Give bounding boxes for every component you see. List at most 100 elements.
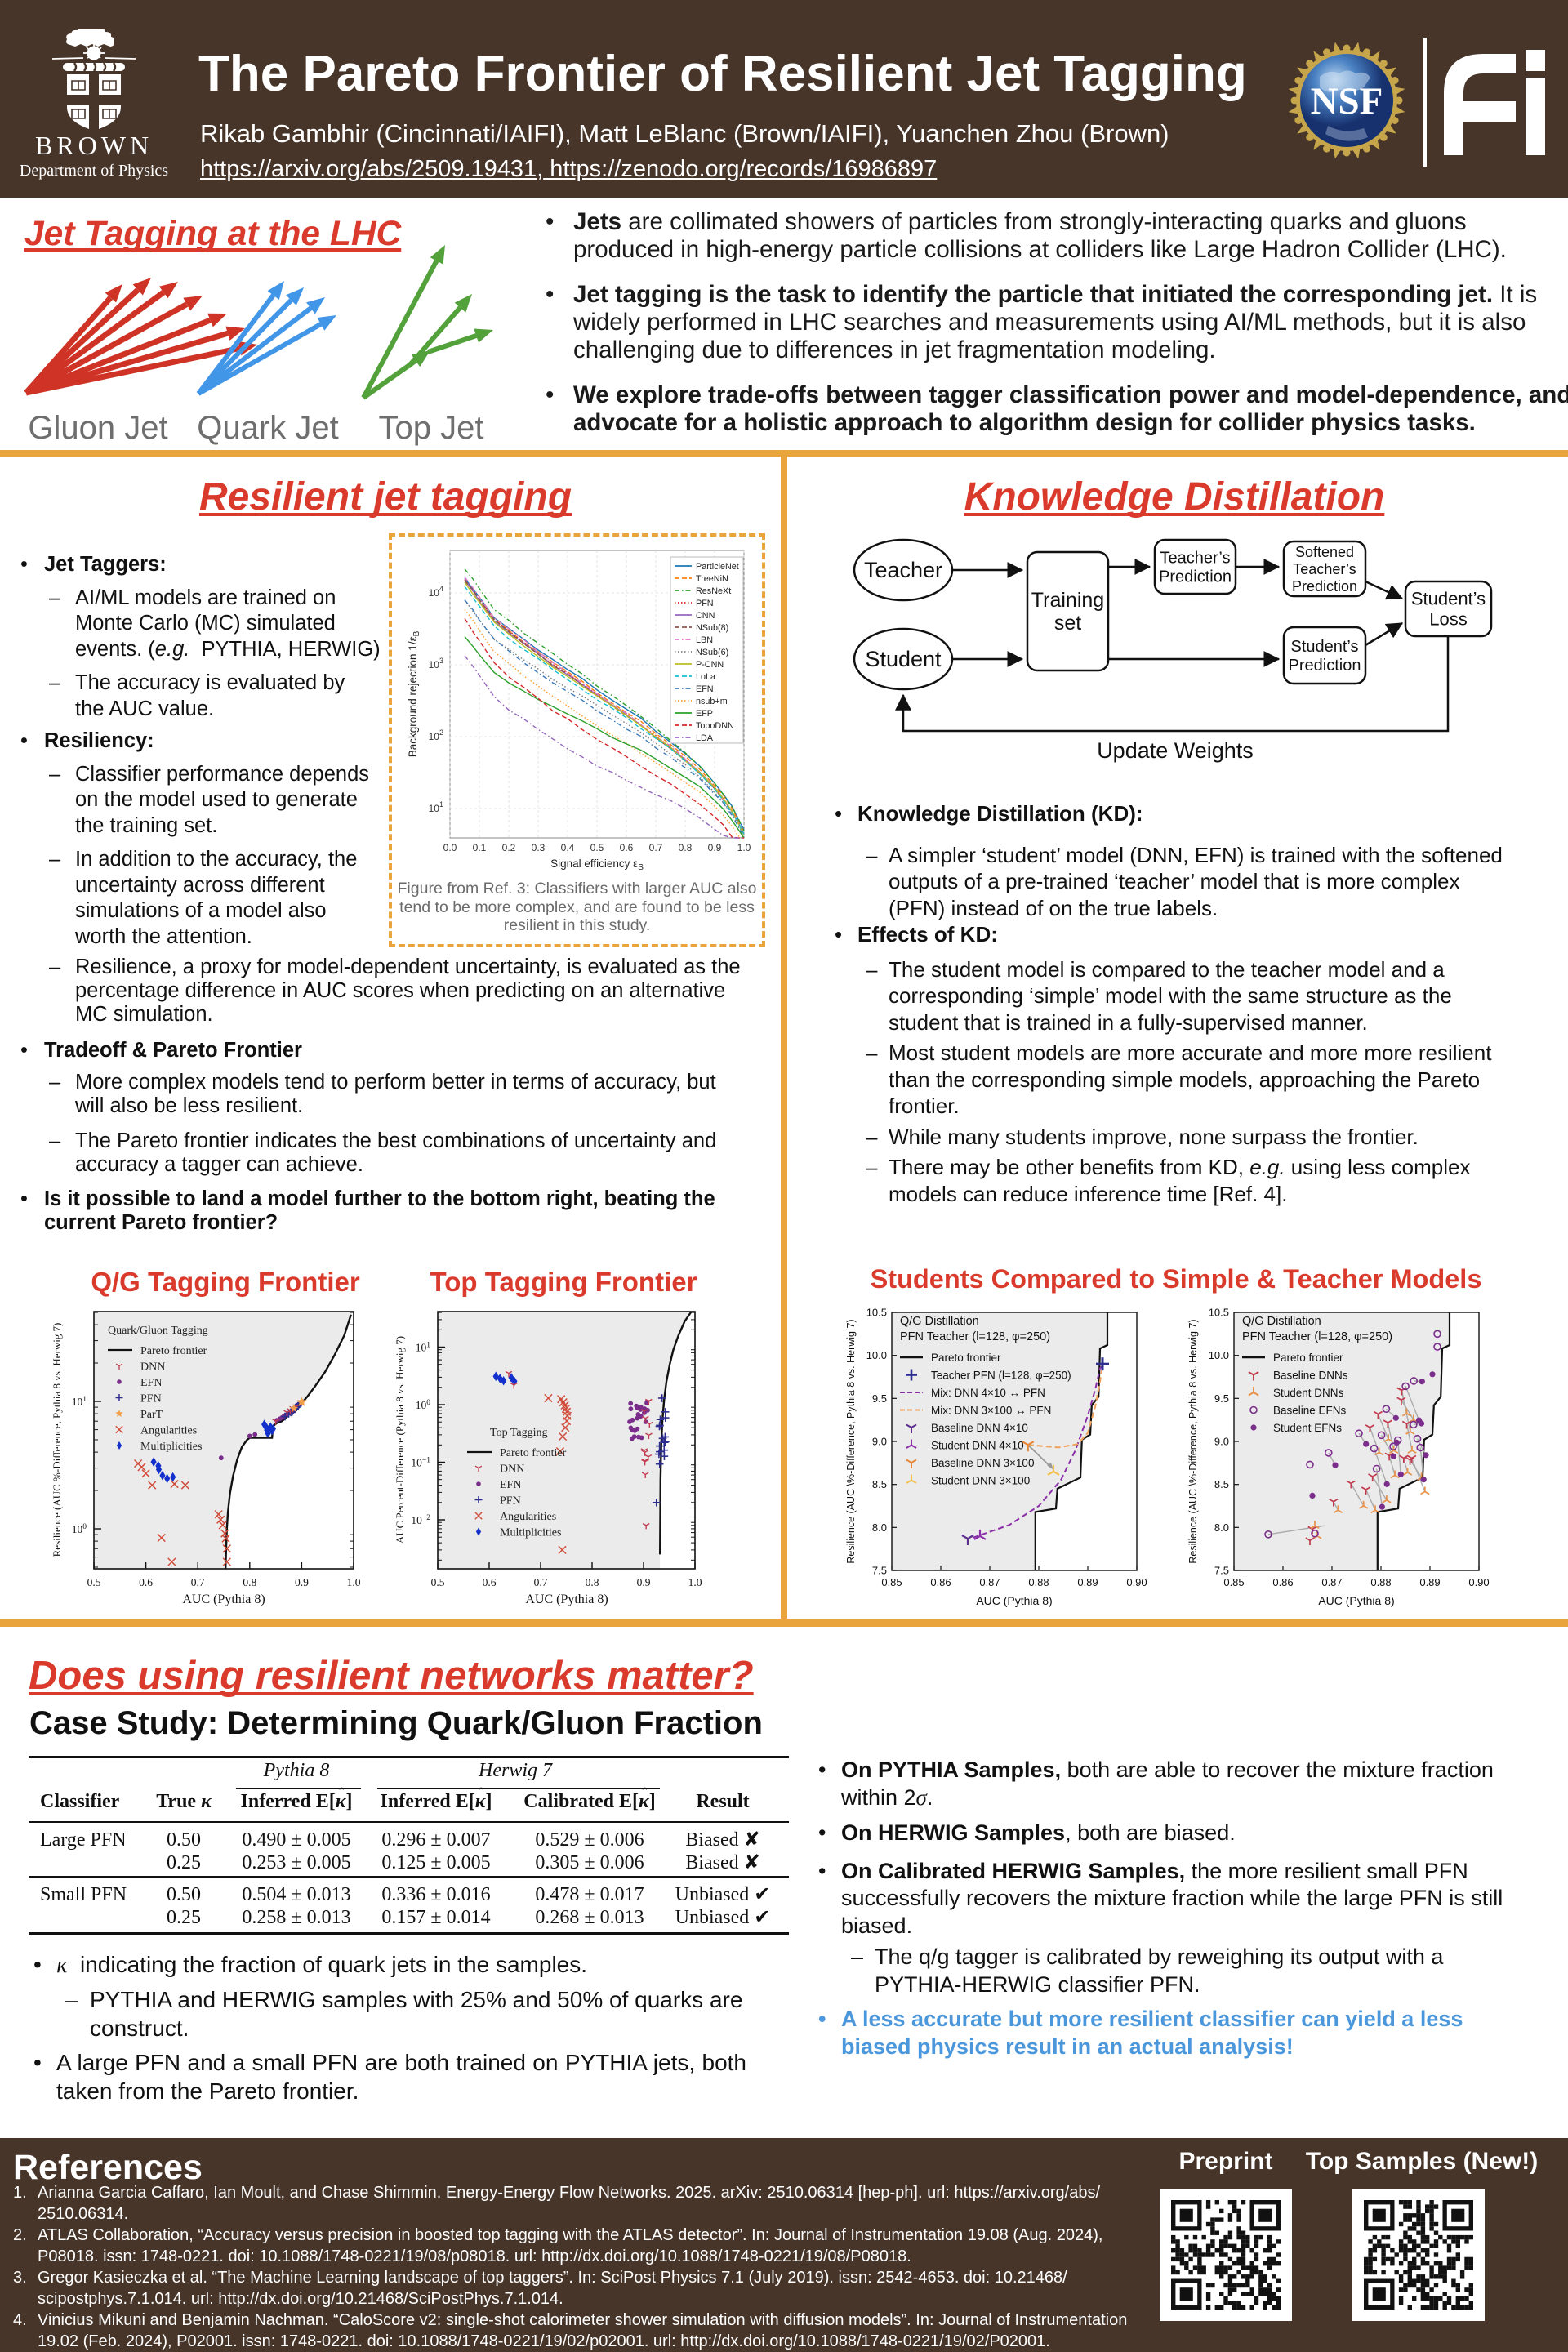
svg-text:0.1: 0.1 bbox=[473, 842, 487, 853]
svg-text:0.86: 0.86 bbox=[930, 1576, 951, 1588]
svg-text:Angularities: Angularities bbox=[500, 1511, 556, 1523]
svg-text:Student DNNs: Student DNNs bbox=[1273, 1387, 1344, 1399]
svg-text:EFN: EFN bbox=[140, 1377, 162, 1389]
svg-text:Baseline EFNs: Baseline EFNs bbox=[1273, 1405, 1347, 1417]
svg-text:0.89: 0.89 bbox=[1419, 1576, 1440, 1588]
svg-text:7.5: 7.5 bbox=[872, 1565, 887, 1577]
svg-text:LDA: LDA bbox=[696, 733, 714, 743]
svg-text:Prediction: Prediction bbox=[1159, 568, 1232, 586]
svg-text:Prediction: Prediction bbox=[1292, 578, 1357, 595]
svg-text:Resilience (AUC %-Difference,: Resilience (AUC %-Difference, Pythia 8 v… bbox=[51, 1323, 63, 1557]
svg-text:0.90: 0.90 bbox=[1126, 1576, 1147, 1588]
svg-text:0.2: 0.2 bbox=[502, 842, 516, 853]
svg-text:Teacher’s: Teacher’s bbox=[1160, 550, 1231, 568]
svg-text:Multiplicities: Multiplicities bbox=[140, 1441, 202, 1453]
svg-text:Mix: DNN 4×10 ↔ PFN: Mix: DNN 4×10 ↔ PFN bbox=[931, 1387, 1045, 1399]
svg-text:0.7: 0.7 bbox=[191, 1576, 205, 1588]
svg-text:0.4: 0.4 bbox=[561, 842, 575, 853]
svg-text:Q/G Distillation: Q/G Distillation bbox=[900, 1315, 979, 1328]
svg-text:7.5: 7.5 bbox=[1214, 1565, 1229, 1577]
svg-text:0.9: 0.9 bbox=[295, 1576, 309, 1588]
svg-text:Signal efficiency εS: Signal efficiency εS bbox=[550, 858, 644, 872]
svg-text:0.9: 0.9 bbox=[708, 842, 722, 853]
svg-text:Q/G Distillation: Q/G Distillation bbox=[1242, 1315, 1321, 1328]
svg-text:0.87: 0.87 bbox=[1321, 1576, 1342, 1588]
svg-text:Pareto frontier: Pareto frontier bbox=[140, 1345, 207, 1357]
svg-text:AUC Percent-Difference (Pythia: AUC Percent-Difference (Pythia 8 vs. Her… bbox=[394, 1336, 406, 1544]
svg-text:CNN: CNN bbox=[696, 611, 715, 621]
svg-text:0.0: 0.0 bbox=[443, 842, 457, 853]
svg-text:set: set bbox=[1054, 612, 1081, 635]
svg-text:AUC (Pythia 8): AUC (Pythia 8) bbox=[1318, 1594, 1394, 1607]
svg-text:9.5: 9.5 bbox=[872, 1392, 887, 1405]
svg-text:PFN Teacher (l=128, φ=250): PFN Teacher (l=128, φ=250) bbox=[900, 1330, 1050, 1343]
svg-text:10.0: 10.0 bbox=[1209, 1349, 1229, 1361]
svg-text:9.0: 9.0 bbox=[1214, 1436, 1229, 1448]
svg-text:Student DNN 4×10: Student DNN 4×10 bbox=[931, 1440, 1024, 1452]
svg-text:0.85: 0.85 bbox=[1223, 1576, 1244, 1588]
svg-text:9.0: 9.0 bbox=[872, 1436, 887, 1448]
svg-text:8.5: 8.5 bbox=[1214, 1478, 1229, 1490]
svg-text:Loss: Loss bbox=[1429, 609, 1467, 630]
svg-text:Teacher PFN (l=128, φ=250): Teacher PFN (l=128, φ=250) bbox=[931, 1370, 1071, 1382]
svg-text:Update Weights: Update Weights bbox=[1097, 738, 1254, 763]
svg-text:101: 101 bbox=[416, 1342, 431, 1354]
svg-text:0.3: 0.3 bbox=[532, 842, 546, 853]
svg-text:PFN: PFN bbox=[140, 1393, 162, 1405]
svg-text:Training: Training bbox=[1031, 589, 1104, 612]
svg-text:Prediction: Prediction bbox=[1289, 657, 1361, 675]
svg-text:ParticleNet: ParticleNet bbox=[696, 562, 739, 572]
svg-text:0.5: 0.5 bbox=[87, 1576, 101, 1588]
svg-text:Baseline DNN 4×10: Baseline DNN 4×10 bbox=[931, 1422, 1028, 1434]
svg-text:Pareto frontier: Pareto frontier bbox=[931, 1352, 1001, 1364]
svg-text:DNN: DNN bbox=[140, 1361, 165, 1374]
svg-text:ParT: ParT bbox=[140, 1409, 163, 1421]
svg-text:NSub(6): NSub(6) bbox=[696, 648, 728, 657]
svg-text:P-CNN: P-CNN bbox=[696, 660, 724, 670]
svg-text:Student’s: Student’s bbox=[1290, 638, 1358, 656]
svg-text:10−1: 10−1 bbox=[411, 1457, 430, 1469]
svg-text:LoLa: LoLa bbox=[696, 672, 715, 682]
svg-text:Student EFNs: Student EFNs bbox=[1273, 1422, 1342, 1434]
svg-text:Pareto frontier: Pareto frontier bbox=[1273, 1352, 1343, 1364]
svg-text:0.89: 0.89 bbox=[1077, 1576, 1098, 1588]
svg-text:0.85: 0.85 bbox=[881, 1576, 902, 1588]
svg-text:1.0: 1.0 bbox=[347, 1576, 361, 1588]
svg-text:Pareto frontier: Pareto frontier bbox=[500, 1447, 567, 1459]
svg-text:EFP: EFP bbox=[696, 709, 713, 719]
svg-text:9.5: 9.5 bbox=[1214, 1392, 1229, 1405]
svg-text:AUC (Pythia 8): AUC (Pythia 8) bbox=[182, 1592, 265, 1606]
svg-text:0.86: 0.86 bbox=[1272, 1576, 1293, 1588]
svg-text:Top Tagging: Top Tagging bbox=[490, 1427, 548, 1439]
svg-text:DNN: DNN bbox=[500, 1463, 524, 1476]
svg-text:0.9: 0.9 bbox=[637, 1576, 651, 1588]
svg-text:1.0: 1.0 bbox=[688, 1576, 702, 1588]
svg-text:100: 100 bbox=[72, 1523, 87, 1535]
svg-text:0.5: 0.5 bbox=[431, 1576, 445, 1588]
svg-text:0.88: 0.88 bbox=[1028, 1576, 1049, 1588]
svg-text:NSub(8): NSub(8) bbox=[696, 623, 728, 633]
svg-text:TreeNiN: TreeNiN bbox=[696, 574, 728, 584]
svg-text:10.5: 10.5 bbox=[866, 1307, 887, 1319]
svg-text:Background rejection 1/εB: Background rejection 1/εB bbox=[407, 630, 421, 757]
svg-text:0.90: 0.90 bbox=[1468, 1576, 1489, 1588]
svg-text:TopoDNN: TopoDNN bbox=[696, 721, 734, 731]
svg-text:AUC (Pythia 8): AUC (Pythia 8) bbox=[976, 1594, 1052, 1607]
svg-text:Softened: Softened bbox=[1295, 544, 1354, 560]
svg-text:104: 104 bbox=[429, 585, 443, 599]
svg-text:0.88: 0.88 bbox=[1370, 1576, 1391, 1588]
svg-text:Student: Student bbox=[865, 647, 942, 671]
svg-text:0.6: 0.6 bbox=[620, 842, 634, 853]
svg-text:0.6: 0.6 bbox=[139, 1576, 153, 1588]
svg-text:Mix: DNN 3×100 ↔ PFN: Mix: DNN 3×100 ↔ PFN bbox=[931, 1405, 1051, 1417]
svg-text:EFN: EFN bbox=[500, 1479, 521, 1491]
svg-text:0.87: 0.87 bbox=[979, 1576, 1000, 1588]
svg-text:Multiplicities: Multiplicities bbox=[500, 1527, 561, 1539]
svg-text:nsub+m: nsub+m bbox=[696, 697, 728, 706]
svg-text:Quark/Gluon Tagging: Quark/Gluon Tagging bbox=[108, 1325, 208, 1337]
svg-text:10−2: 10−2 bbox=[411, 1514, 430, 1526]
svg-text:0.6: 0.6 bbox=[483, 1576, 497, 1588]
svg-text:AUC (Pythia 8): AUC (Pythia 8) bbox=[525, 1592, 608, 1606]
svg-text:0.8: 0.8 bbox=[679, 842, 693, 853]
svg-text:Resilience (AUC \%-Difference,: Resilience (AUC \%-Difference, Pythia 8 … bbox=[1187, 1319, 1199, 1563]
